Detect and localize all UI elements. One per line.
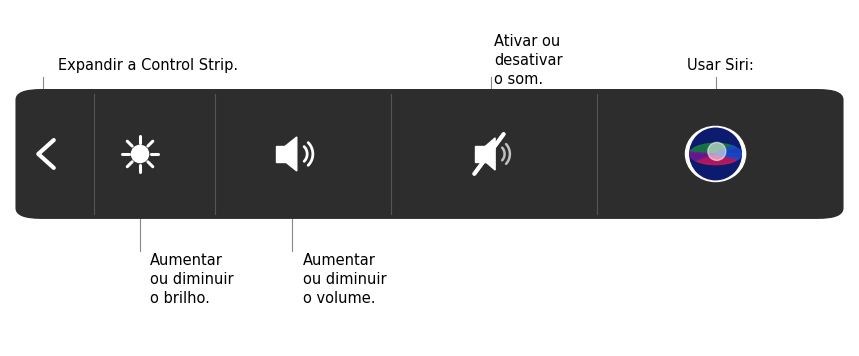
Polygon shape: [485, 138, 495, 170]
Polygon shape: [475, 146, 485, 162]
Wedge shape: [690, 152, 716, 161]
Text: Expandir a Control Strip.: Expandir a Control Strip.: [58, 58, 239, 73]
Text: Aumentar
ou diminuir
o volume.: Aumentar ou diminuir o volume.: [303, 253, 387, 306]
Polygon shape: [276, 146, 285, 162]
Wedge shape: [690, 143, 735, 154]
Text: Usar Siri:: Usar Siri:: [687, 58, 754, 73]
Text: Aumentar
ou diminuir
o brilho.: Aumentar ou diminuir o brilho.: [150, 253, 234, 306]
Wedge shape: [696, 154, 740, 164]
FancyBboxPatch shape: [15, 89, 844, 219]
Ellipse shape: [708, 142, 726, 161]
Wedge shape: [716, 154, 741, 159]
Wedge shape: [716, 146, 741, 154]
Ellipse shape: [131, 145, 149, 163]
Polygon shape: [285, 137, 297, 171]
Text: Ativar ou
desativar
o som.: Ativar ou desativar o som.: [494, 34, 563, 87]
Ellipse shape: [685, 126, 746, 182]
Ellipse shape: [690, 128, 741, 180]
